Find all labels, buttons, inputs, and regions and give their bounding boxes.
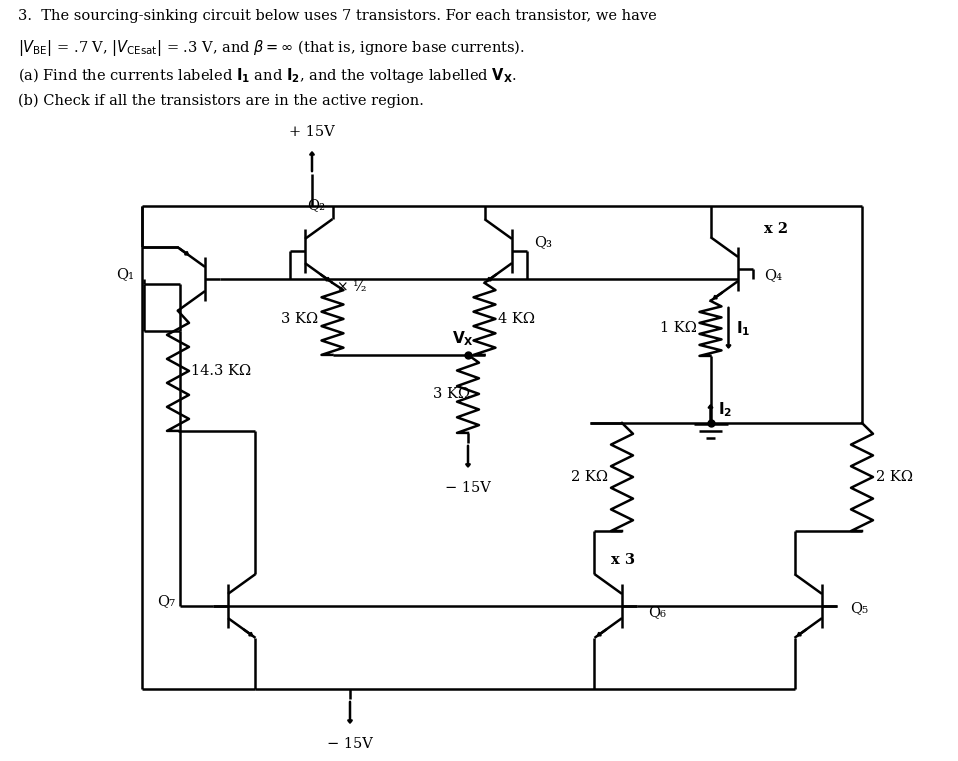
Text: + 15V: + 15V xyxy=(289,125,335,139)
Text: Q₂: Q₂ xyxy=(307,199,325,212)
Text: 1 KΩ: 1 KΩ xyxy=(660,321,696,335)
Text: Q₆: Q₆ xyxy=(649,606,666,619)
Text: x 2: x 2 xyxy=(764,222,788,237)
Text: $\mathbf{I_2}$: $\mathbf{I_2}$ xyxy=(718,400,733,419)
Text: Q₃: Q₃ xyxy=(534,235,552,249)
Text: x 3: x 3 xyxy=(611,552,635,567)
Text: 4 KΩ: 4 KΩ xyxy=(498,312,536,326)
Text: 3 KΩ: 3 KΩ xyxy=(282,312,318,326)
Text: $\mathbf{I_1}$: $\mathbf{I_1}$ xyxy=(737,319,751,338)
Text: (a) Find the currents labeled $\mathbf{I_1}$ and $\mathbf{I_2}$, and the voltage: (a) Find the currents labeled $\mathbf{I… xyxy=(18,66,516,85)
Text: $|V_\mathrm{BE}|$ = .7 V, $|V_\mathrm{CEsat}|$ = .3 V, and $\beta = \infty$ (tha: $|V_\mathrm{BE}|$ = .7 V, $|V_\mathrm{CE… xyxy=(18,38,525,58)
Text: 2 KΩ: 2 KΩ xyxy=(571,470,608,484)
Text: 2 KΩ: 2 KΩ xyxy=(876,470,913,484)
Text: × ¹⁄₂: × ¹⁄₂ xyxy=(337,280,367,294)
Text: (b) Check if all the transistors are in the active region.: (b) Check if all the transistors are in … xyxy=(18,94,423,108)
Text: 3.  The sourcing-sinking circuit below uses 7 transistors. For each transistor, : 3. The sourcing-sinking circuit below us… xyxy=(18,9,657,23)
Text: Q₁: Q₁ xyxy=(116,267,134,281)
Text: − 15V: − 15V xyxy=(327,737,373,751)
Text: Q₇: Q₇ xyxy=(157,594,175,608)
Text: 14.3 KΩ: 14.3 KΩ xyxy=(191,364,251,378)
Text: Q₅: Q₅ xyxy=(851,601,869,615)
Text: − 15V: − 15V xyxy=(445,481,490,495)
Text: $\mathbf{V_X}$: $\mathbf{V_X}$ xyxy=(452,330,474,348)
Text: 3 KΩ: 3 KΩ xyxy=(433,387,470,401)
Text: Q₄: Q₄ xyxy=(764,269,783,282)
